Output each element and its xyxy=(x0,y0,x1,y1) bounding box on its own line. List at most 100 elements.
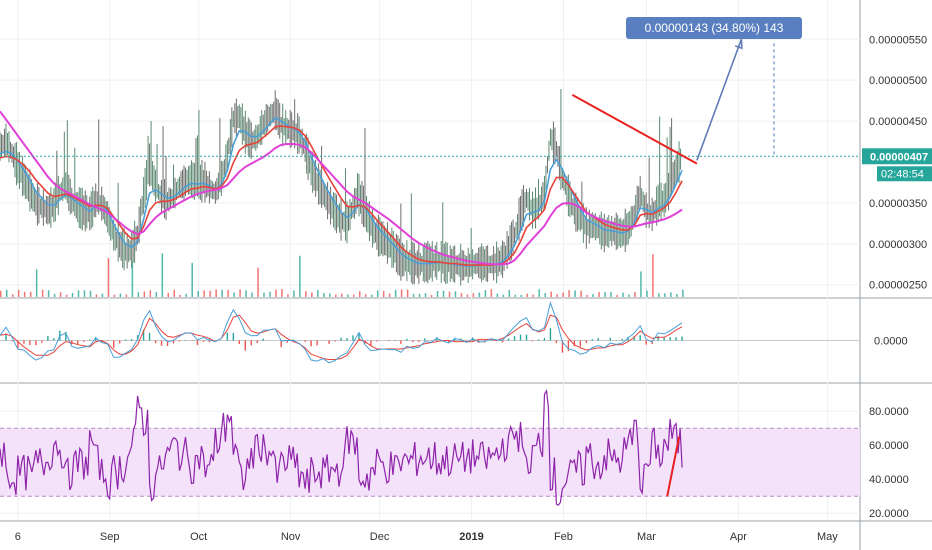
macd-bar xyxy=(585,340,588,343)
volume-bar xyxy=(197,290,199,297)
volume-bar xyxy=(167,292,170,297)
macd-bar xyxy=(424,338,426,341)
rsi-tick-label: 80.0000 xyxy=(869,406,909,418)
volume-bar xyxy=(221,289,223,297)
volume-bar xyxy=(364,294,367,297)
volume-bar xyxy=(125,294,128,297)
volume-bar xyxy=(388,293,391,297)
macd-bar xyxy=(166,340,169,347)
price-tick-label: 0.00000300 xyxy=(869,239,927,251)
volume-bar xyxy=(418,293,421,297)
macd-bar xyxy=(669,337,671,341)
volume-bar xyxy=(394,289,397,297)
macd-bar xyxy=(172,340,175,344)
volume-bar xyxy=(610,291,612,297)
volume-bar xyxy=(227,289,229,297)
macd-bar xyxy=(573,340,576,347)
countdown-pill xyxy=(877,166,932,182)
volume-bar xyxy=(538,289,540,297)
volume-bar xyxy=(83,290,86,297)
volume-bar xyxy=(448,291,451,297)
volume-bar xyxy=(35,269,38,297)
volume-bar xyxy=(358,291,361,297)
macd-bar xyxy=(525,334,528,341)
volume-bar xyxy=(329,293,331,297)
macd-bar xyxy=(406,338,408,341)
macd-bar xyxy=(250,340,252,346)
x-tick-label: Apr xyxy=(730,531,747,543)
volume-bar xyxy=(23,291,26,297)
macd-bar xyxy=(346,338,348,341)
volume-bar xyxy=(514,294,517,297)
macd-bar xyxy=(609,337,611,341)
macd-bar xyxy=(154,340,157,344)
price-tick-label: 0.00000450 xyxy=(869,116,927,128)
projection-label-box xyxy=(626,17,802,39)
macd-bar xyxy=(352,335,354,341)
volume-bar xyxy=(628,294,630,297)
volume-bar xyxy=(257,267,259,297)
volume-bar xyxy=(634,291,636,297)
volume-bar xyxy=(269,291,271,297)
resistance-trendline xyxy=(571,94,698,165)
macd-bar xyxy=(645,340,647,345)
volume-bar xyxy=(209,290,211,297)
volume-bar xyxy=(400,289,403,297)
volume-bar xyxy=(490,289,493,297)
macd-bar xyxy=(663,337,665,341)
volume-bar xyxy=(556,294,558,297)
macd-bar xyxy=(507,338,510,341)
macd-bar xyxy=(555,340,558,343)
volume-bar xyxy=(191,262,193,297)
volume-bar xyxy=(287,294,289,297)
volume-bar xyxy=(131,260,134,297)
macd-bar xyxy=(376,340,378,342)
ema-fast-line xyxy=(0,116,683,267)
x-tick-label: May xyxy=(817,531,838,543)
volume-bar xyxy=(550,291,552,297)
macd-bar xyxy=(681,336,683,341)
candle-wicks xyxy=(0,89,682,286)
macd-bar xyxy=(47,336,49,341)
macd-bar xyxy=(400,340,402,344)
macd-bar xyxy=(5,333,7,341)
volume-bar xyxy=(478,292,481,297)
macd-bar xyxy=(202,340,205,342)
macd-bar xyxy=(579,340,582,347)
volume-bar xyxy=(101,293,104,297)
macd-bar xyxy=(130,338,133,341)
macd-bar xyxy=(148,332,151,341)
macd-bar xyxy=(238,340,241,345)
volume-bar xyxy=(580,290,582,297)
macd-bar xyxy=(418,340,420,343)
x-tick-label: Dec xyxy=(370,531,390,543)
macd-bar xyxy=(328,340,330,344)
macd-bar xyxy=(370,340,372,346)
volume-bar xyxy=(598,292,600,297)
volume-bar xyxy=(335,294,337,297)
volume-bar xyxy=(155,292,158,297)
price-tick-label: 0.00000500 xyxy=(869,75,927,87)
volume-bar xyxy=(29,291,32,297)
macd-bar xyxy=(316,340,318,346)
volume-bar xyxy=(65,294,68,297)
volume-bar xyxy=(311,292,313,297)
volume-bar xyxy=(664,293,666,297)
macd-bar xyxy=(501,340,504,343)
macd-bar xyxy=(244,340,247,351)
volume-bar xyxy=(293,290,295,297)
volume-bar xyxy=(442,290,445,297)
macd-bar xyxy=(160,340,163,346)
price-tick-label: 0.00000250 xyxy=(869,280,927,292)
macd-bar xyxy=(334,340,336,342)
rsi-line xyxy=(0,388,683,506)
macd-line xyxy=(0,301,683,364)
volume-bar xyxy=(263,292,265,297)
volume-bar xyxy=(568,290,570,297)
macd-bar xyxy=(675,337,677,341)
volume-bar xyxy=(113,294,116,297)
volume-bar xyxy=(682,289,684,297)
volume-bar xyxy=(424,293,427,297)
macd-bar xyxy=(543,338,546,341)
volume-bar xyxy=(466,294,469,297)
